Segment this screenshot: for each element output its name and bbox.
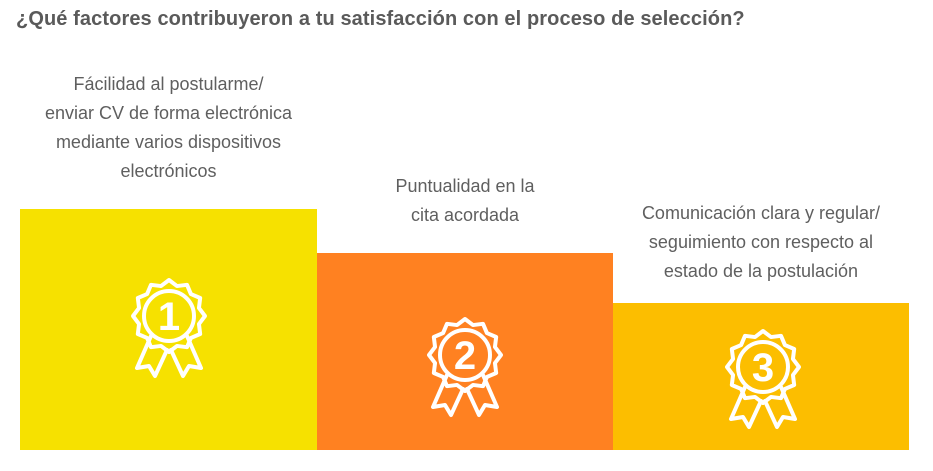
label-2-line-2: cita acordada	[410, 205, 520, 225]
label-3-line-1: Comunicación clara y regular/	[641, 203, 881, 223]
award-ribbon-icon: 1	[121, 276, 217, 388]
rank-number-1: 1	[158, 295, 180, 339]
label-1-line-3: mediante varios dispositivos	[55, 132, 282, 152]
label-rank-2: Puntualidad en la cita acordada	[317, 172, 613, 230]
award-ribbon-icon: 3	[715, 327, 811, 439]
label-1-line-2: enviar CV de forma electrónica	[44, 103, 293, 123]
label-rank-1: Fácilidad al postularme/ enviar CV de fo…	[20, 70, 317, 186]
podium-block-2	[317, 253, 613, 450]
label-rank-3: Comunicación clara y regular/ seguimient…	[613, 199, 909, 286]
label-1-line-1: Fácilidad al postularme/	[73, 74, 264, 94]
question-title: ¿Qué factores contribuyeron a tu satisfa…	[16, 8, 745, 30]
rank-number-3: 3	[752, 346, 774, 390]
award-ribbon-icon: 2	[417, 315, 513, 427]
label-3-line-2: seguimiento con respecto al	[648, 232, 874, 252]
podium-block-3	[613, 303, 909, 450]
rank-number-2: 2	[454, 334, 476, 378]
podium-block-1	[20, 209, 317, 450]
label-2-line-1: Puntualidad en la	[395, 176, 535, 196]
label-1-line-4: electrónicos	[120, 161, 217, 181]
label-3-line-3: estado de la postulación	[663, 261, 859, 281]
